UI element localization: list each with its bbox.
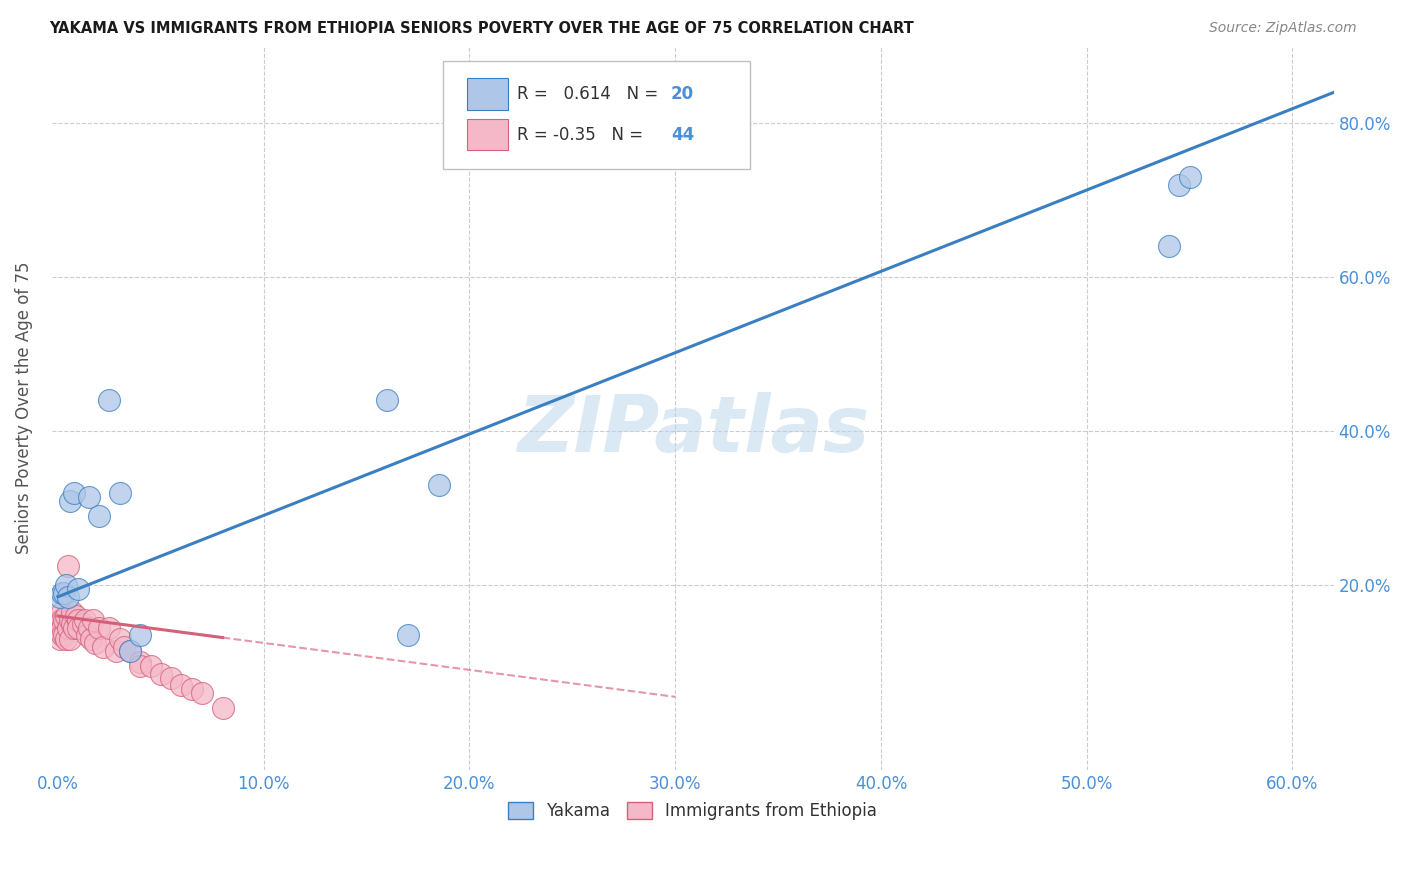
Point [375, 393, 398, 408]
Point [170, 678, 193, 692]
Point [58, 621, 80, 635]
Point [49, 624, 72, 639]
Point [427, 478, 450, 492]
Point [118, 643, 141, 657]
Point [53, 586, 76, 600]
Point [58, 590, 80, 604]
Text: 44: 44 [671, 127, 695, 145]
Point [67, 582, 90, 596]
Text: 20: 20 [671, 85, 695, 103]
Point [63, 485, 86, 500]
Point [67, 621, 90, 635]
Text: R = -0.35   N =: R = -0.35 N = [517, 127, 648, 145]
Point [191, 686, 214, 700]
Point [82, 613, 104, 627]
Point [53, 628, 76, 642]
Point [129, 659, 152, 673]
Point [51, 621, 73, 635]
Point [51, 586, 73, 600]
Point [55, 632, 77, 646]
Point [59, 613, 82, 627]
Point [76, 628, 98, 642]
Point [108, 485, 131, 500]
Legend: Yakama, Immigrants from Ethiopia: Yakama, Immigrants from Ethiopia [502, 796, 884, 827]
Point [80, 632, 103, 646]
Point [51, 628, 73, 642]
Point [59, 632, 82, 646]
Point [1157, 239, 1180, 253]
Point [63, 621, 86, 635]
Point [396, 628, 419, 642]
Point [160, 671, 183, 685]
Point [60, 605, 83, 619]
Point [118, 643, 141, 657]
Text: Source: ZipAtlas.com: Source: ZipAtlas.com [1209, 21, 1357, 36]
Point [51, 613, 73, 627]
Point [51, 605, 73, 619]
Point [211, 701, 233, 715]
Point [49, 590, 72, 604]
Y-axis label: Seniors Poverty Over the Age of 75: Seniors Poverty Over the Age of 75 [15, 262, 32, 554]
FancyBboxPatch shape [467, 78, 508, 110]
FancyBboxPatch shape [467, 119, 508, 151]
Point [87, 508, 110, 523]
Text: ZIPatlas: ZIPatlas [516, 392, 869, 467]
Point [87, 621, 110, 635]
Text: R =   0.614   N =: R = 0.614 N = [517, 85, 664, 103]
FancyBboxPatch shape [443, 61, 751, 169]
Point [55, 578, 77, 592]
Point [65, 609, 87, 624]
Point [55, 609, 77, 624]
Point [91, 640, 114, 654]
Text: YAKAMA VS IMMIGRANTS FROM ETHIOPIA SENIORS POVERTY OVER THE AGE OF 75 CORRELATIO: YAKAMA VS IMMIGRANTS FROM ETHIOPIA SENIO… [49, 21, 914, 37]
Point [59, 493, 82, 508]
Point [129, 628, 152, 642]
Point [77, 621, 100, 635]
Point [129, 655, 152, 669]
Point [112, 640, 135, 654]
Point [108, 632, 131, 646]
Point [180, 682, 202, 697]
Point [98, 393, 121, 408]
Point [84, 636, 107, 650]
Point [1178, 170, 1201, 185]
Point [77, 490, 100, 504]
Point [53, 613, 76, 627]
Point [73, 613, 96, 627]
Point [72, 616, 94, 631]
Point [139, 659, 162, 673]
Point [49, 613, 72, 627]
Point [49, 632, 72, 646]
Point [58, 558, 80, 573]
Point [149, 666, 172, 681]
Point [1168, 178, 1191, 192]
Point [60, 616, 83, 631]
Point [104, 643, 127, 657]
Point [67, 613, 90, 627]
Point [98, 621, 121, 635]
